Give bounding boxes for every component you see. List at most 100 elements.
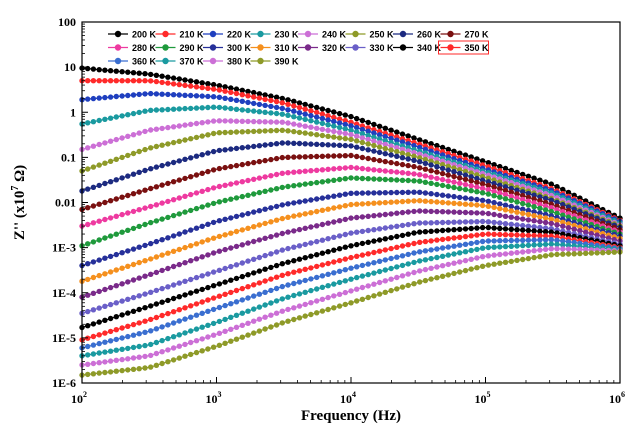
data-point: [462, 181, 469, 188]
data-point: [285, 318, 291, 324]
x-tick-label: 105: [475, 390, 491, 406]
data-point: [216, 318, 223, 325]
data-point: [548, 252, 554, 258]
data-point: [199, 84, 205, 91]
data-point: [96, 117, 102, 124]
data-point: [188, 121, 194, 128]
data-point: [239, 260, 245, 266]
data-point: [256, 304, 263, 310]
data-point: [262, 174, 268, 180]
data-point: [119, 175, 125, 181]
data-point: [136, 244, 142, 250]
data-point: [302, 168, 308, 174]
data-point: [445, 227, 451, 233]
data-point: [422, 166, 429, 172]
data-point: [285, 170, 291, 176]
data-point: [325, 153, 331, 159]
legend-marker: [257, 30, 264, 38]
data-point: [348, 123, 354, 129]
data-point: [285, 214, 291, 220]
data-point: [479, 181, 486, 187]
data-point: [268, 93, 274, 99]
data-point: [170, 357, 177, 363]
data-point: [399, 284, 406, 290]
data-point: [130, 355, 137, 361]
legend-item: 310 K: [250, 43, 299, 53]
data-point: [388, 143, 394, 149]
data-point: [336, 176, 343, 183]
data-point: [125, 92, 131, 99]
data-point: [90, 78, 97, 84]
data-point: [228, 215, 234, 221]
data-point: [170, 295, 177, 302]
data-point: [394, 223, 400, 229]
data-point: [268, 276, 274, 282]
data-point: [354, 274, 360, 281]
data-point: [233, 97, 240, 104]
data-point: [107, 358, 114, 364]
data-point: [428, 276, 434, 282]
data-point: [508, 221, 514, 227]
data-point: [514, 191, 520, 197]
data-point: [462, 168, 469, 175]
data-point: [285, 101, 291, 108]
data-point: [376, 268, 383, 275]
data-point: [279, 283, 285, 290]
data-point: [325, 271, 331, 277]
data-point: [434, 181, 440, 188]
data-point: [399, 177, 406, 183]
legend-item: 280 K: [108, 43, 157, 53]
data-point: [314, 252, 320, 258]
data-point: [388, 255, 394, 262]
data-point: [319, 179, 326, 185]
data-point: [125, 173, 131, 179]
data-point: [90, 119, 97, 125]
data-point: [102, 271, 108, 277]
data-point: [319, 296, 326, 302]
data-point: [182, 122, 188, 128]
data-point: [165, 141, 171, 147]
data-point: [542, 229, 549, 235]
data-point: [90, 203, 97, 209]
data-point: [233, 90, 240, 97]
data-point: [136, 148, 142, 155]
data-point: [102, 78, 108, 84]
data-point: [445, 167, 451, 173]
series-380k: [79, 246, 623, 368]
data-point: [497, 190, 503, 196]
data-point: [182, 353, 188, 359]
data-point: [508, 185, 514, 192]
data-point: [153, 107, 160, 113]
data-point: [245, 118, 251, 125]
data-point: [474, 189, 480, 195]
data-point: [308, 210, 314, 216]
x-axis: 102 103 104 105 106: [71, 377, 625, 406]
data-point: [262, 252, 268, 259]
data-point: [285, 112, 291, 119]
data-point: [325, 133, 331, 139]
data-point: [273, 298, 280, 304]
data-point: [479, 185, 486, 191]
data-point: [251, 159, 257, 166]
data-point: [239, 161, 245, 168]
data-point: [296, 291, 303, 297]
data-point: [291, 114, 297, 120]
data-point: [210, 320, 217, 327]
data-point: [577, 228, 583, 234]
data-point: [130, 78, 137, 84]
data-point: [537, 177, 543, 183]
data-point: [165, 74, 171, 80]
data-point: [497, 231, 503, 238]
data-point: [451, 193, 457, 200]
data-point: [176, 280, 182, 286]
legend-marker: [399, 44, 407, 51]
data-point: [411, 269, 417, 276]
data-point: [537, 218, 543, 225]
data-point: [308, 124, 314, 130]
data-point: [325, 142, 331, 148]
data-point: [107, 369, 114, 375]
data-point: [153, 254, 160, 260]
legend-marker: [209, 30, 217, 38]
data-point: [485, 253, 492, 259]
data-point: [365, 176, 371, 182]
